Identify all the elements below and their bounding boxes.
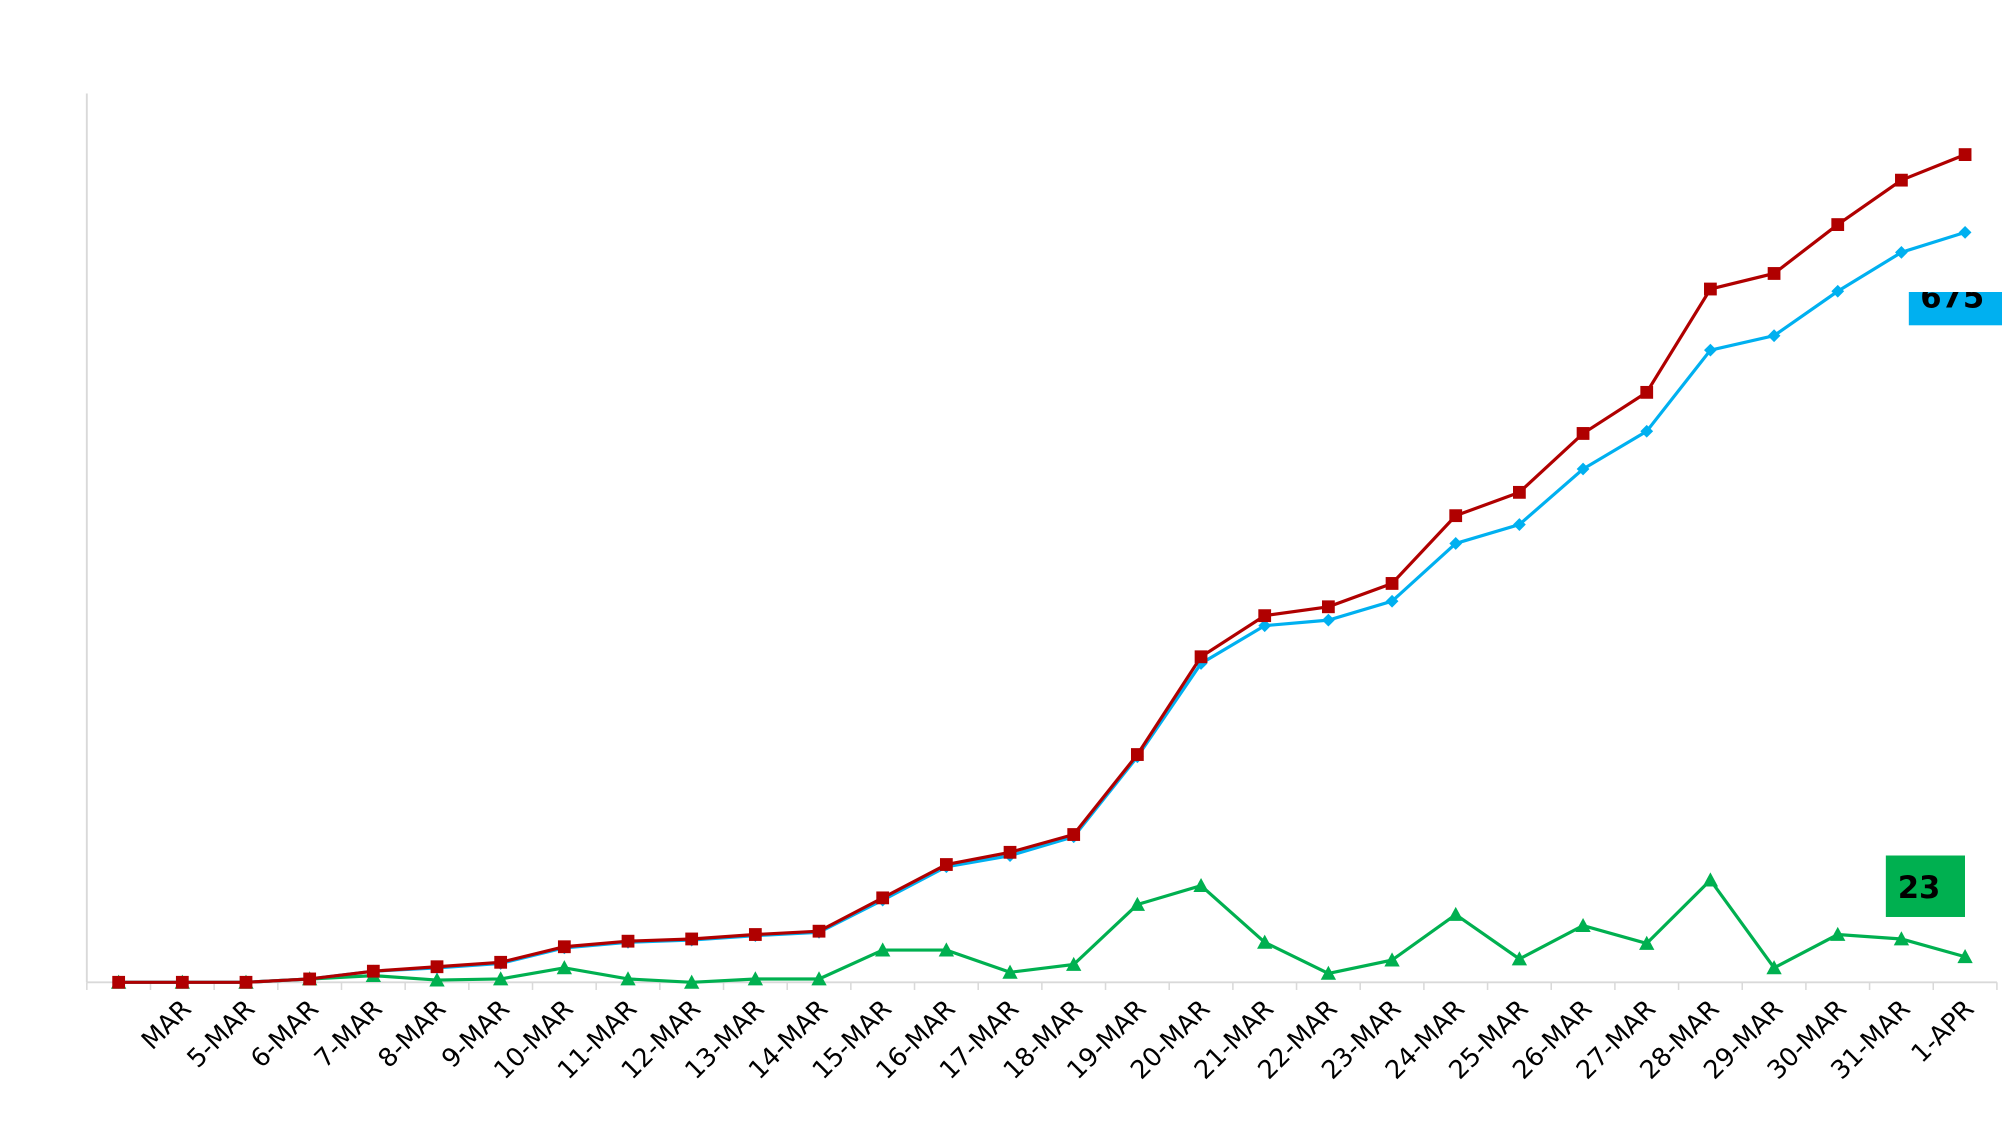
marker	[811, 971, 827, 986]
marker	[429, 972, 445, 987]
x-tick-label: 4-MAR	[118, 994, 198, 1074]
marker	[1895, 173, 1908, 187]
marker	[1640, 385, 1654, 399]
marker	[557, 940, 571, 954]
marker	[1576, 462, 1590, 476]
x-tick-label: 7-MAR	[309, 994, 389, 1074]
x-tick-label: 6-MAR	[245, 994, 325, 1074]
marker	[303, 972, 317, 986]
marker	[1704, 282, 1717, 296]
marker	[1767, 329, 1781, 343]
marker	[1766, 960, 1782, 975]
marker	[239, 975, 253, 989]
marker	[1449, 509, 1463, 523]
marker	[1640, 424, 1654, 438]
marker	[1385, 577, 1399, 590]
marker	[1958, 225, 1972, 239]
marker	[494, 955, 508, 969]
marker	[1384, 952, 1400, 967]
marker	[1639, 935, 1655, 950]
marker	[1831, 218, 1845, 231]
plot: 4-MAR5-MAR6-MAR7-MAR8-MAR9-MAR10-MAR11-M…	[85, 93, 2002, 1086]
marker	[175, 975, 189, 989]
marker	[1193, 877, 1209, 893]
marker	[112, 975, 126, 989]
marker	[685, 932, 699, 946]
marker	[1704, 343, 1717, 357]
marker	[1003, 845, 1017, 859]
x-tick-label: 8-MAR	[373, 994, 453, 1074]
marker	[1895, 245, 1908, 259]
marker	[621, 934, 635, 948]
data-label-box	[1908, 291, 2002, 326]
marker	[1957, 949, 1973, 964]
marker	[1067, 828, 1081, 841]
marker	[1258, 609, 1272, 623]
series-line	[118, 877, 1966, 984]
series-line	[118, 230, 1966, 984]
marker	[1513, 485, 1526, 499]
marker	[1130, 748, 1144, 761]
marker	[1702, 872, 1719, 887]
marker	[1257, 934, 1273, 949]
marker	[747, 971, 764, 986]
marker	[556, 960, 573, 975]
x-tick-label: 5-MAR	[182, 994, 262, 1074]
data-label: 23	[1898, 871, 1941, 906]
marker	[1575, 917, 1591, 933]
marker	[1321, 600, 1335, 614]
marker	[1066, 956, 1082, 971]
marker	[1448, 906, 1464, 921]
marker	[1767, 267, 1781, 280]
x-tick-label: 1-APR	[1906, 994, 1981, 1069]
marker	[748, 928, 762, 941]
marker	[1129, 896, 1146, 911]
data-label: 675	[1920, 280, 1984, 315]
marker	[1320, 965, 1337, 980]
series-line	[118, 153, 1966, 984]
marker	[493, 971, 509, 986]
marker	[1321, 613, 1335, 627]
marker	[1002, 964, 1018, 979]
marker	[875, 942, 891, 957]
marker	[1511, 951, 1528, 966]
marker	[620, 971, 636, 986]
marker	[1449, 537, 1463, 550]
marker	[1830, 926, 1846, 941]
marker	[939, 858, 953, 871]
marker	[430, 960, 444, 974]
marker	[684, 974, 700, 989]
marker	[1831, 284, 1845, 298]
marker	[1194, 650, 1208, 664]
marker	[938, 942, 955, 957]
marker	[876, 891, 890, 905]
marker	[812, 924, 826, 938]
marker	[1385, 594, 1399, 608]
marker	[1576, 427, 1590, 440]
marker	[1958, 148, 1972, 161]
marker	[366, 964, 380, 978]
marker	[1893, 931, 1910, 946]
data-label-box	[1885, 855, 1965, 917]
